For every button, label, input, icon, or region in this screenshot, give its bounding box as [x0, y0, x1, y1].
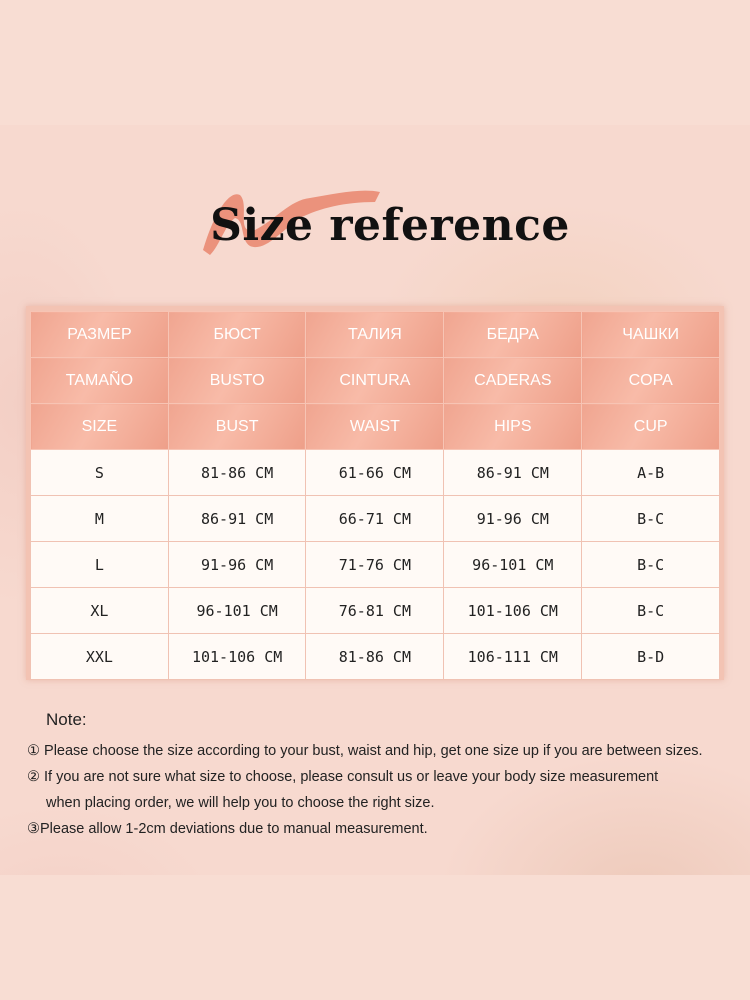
- table-cell: XXL: [30, 633, 169, 680]
- table-row: M 86-91 CM 66-71 CM 91-96 CM B-C: [30, 495, 720, 542]
- header-row: TAMAÑO BUSTO CINTURA CADERAS COPA: [30, 357, 720, 404]
- header-cell: COPA: [581, 357, 720, 404]
- header-cell: CINTURA: [305, 357, 445, 404]
- header-cell: CADERAS: [443, 357, 583, 404]
- note-line-2-cont: when placing order, we will help you to …: [46, 795, 435, 811]
- table-cell: 86-91 CM: [167, 495, 307, 542]
- header-cell: HIPS: [443, 403, 583, 450]
- header-cell: TAMAÑO: [30, 357, 169, 404]
- brush-stroke-decoration: [203, 190, 380, 255]
- note-line-3: ③Please allow 1-2cm deviations due to ma…: [27, 821, 428, 837]
- table-cell: 96-101 CM: [443, 541, 583, 588]
- table-cell: 66-71 CM: [305, 495, 445, 542]
- table-cell: 101-106 CM: [443, 587, 583, 634]
- table-cell: L: [30, 541, 169, 588]
- table-cell: 76-81 CM: [305, 587, 445, 634]
- table-cell: 61-66 CM: [305, 449, 445, 496]
- table-cell: B-D: [581, 633, 720, 680]
- header-cell: SIZE: [30, 403, 169, 450]
- table-cell: 106-111 CM: [443, 633, 583, 680]
- table-cell: S: [30, 449, 169, 496]
- note-line-1: ① Please choose the size according to yo…: [27, 743, 703, 759]
- table-cell: 86-91 CM: [443, 449, 583, 496]
- table-cell: 71-76 CM: [305, 541, 445, 588]
- table-cell: 81-86 CM: [167, 449, 307, 496]
- header-cell: ЧАШКИ: [581, 311, 720, 358]
- table-cell: M: [30, 495, 169, 542]
- header-cell: ТАЛИЯ: [305, 311, 445, 358]
- size-table-frame: РАЗМЕР БЮСТ ТАЛИЯ БЕДРА ЧАШКИ TAMAÑO BUSTO CINT…: [26, 306, 724, 680]
- page-title: Size reference: [210, 200, 570, 251]
- table-row: XXL 101-106 CM 81-86 CM 106-111 CM B-D: [30, 633, 720, 680]
- header-cell: РАЗМЕР: [30, 311, 169, 358]
- note-label: Note:: [46, 710, 87, 729]
- header-cell: CUP: [581, 403, 720, 450]
- header-row: РАЗМЕР БЮСТ ТАЛИЯ БЕДРА ЧАШКИ: [30, 311, 720, 358]
- table-row: L 91-96 CM 71-76 CM 96-101 CM B-C: [30, 541, 720, 588]
- header-cell: БЮСТ: [167, 311, 307, 358]
- size-table: РАЗМЕР БЮСТ ТАЛИЯ БЕДРА ЧАШКИ TAMAÑO BUSTO CINT…: [30, 311, 720, 680]
- header-cell: BUST: [167, 403, 307, 450]
- table-cell: 91-96 CM: [443, 495, 583, 542]
- table-cell: 81-86 CM: [305, 633, 445, 680]
- table-cell: B-C: [581, 541, 720, 588]
- table-cell: 96-101 CM: [167, 587, 307, 634]
- background-top: [0, 0, 750, 125]
- table-cell: 91-96 CM: [167, 541, 307, 588]
- header-row: SIZE BUST WAIST HIPS CUP: [30, 403, 720, 450]
- table-cell: XL: [30, 587, 169, 634]
- header-cell: WAIST: [305, 403, 445, 450]
- table-cell: B-C: [581, 495, 720, 542]
- table-cell: B-C: [581, 587, 720, 634]
- header-cell: BUSTO: [167, 357, 307, 404]
- table-row: S 81-86 CM 61-66 CM 86-91 CM A-B: [30, 449, 720, 496]
- note-line-2: ② If you are not sure what size to choos…: [27, 769, 659, 785]
- table-cell: A-B: [581, 449, 720, 496]
- background-bottom: [0, 875, 750, 1000]
- table-cell: 101-106 CM: [167, 633, 307, 680]
- table-row: XL 96-101 CM 76-81 CM 101-106 CM B-C: [30, 587, 720, 634]
- header-cell: БЕДРА: [443, 311, 583, 358]
